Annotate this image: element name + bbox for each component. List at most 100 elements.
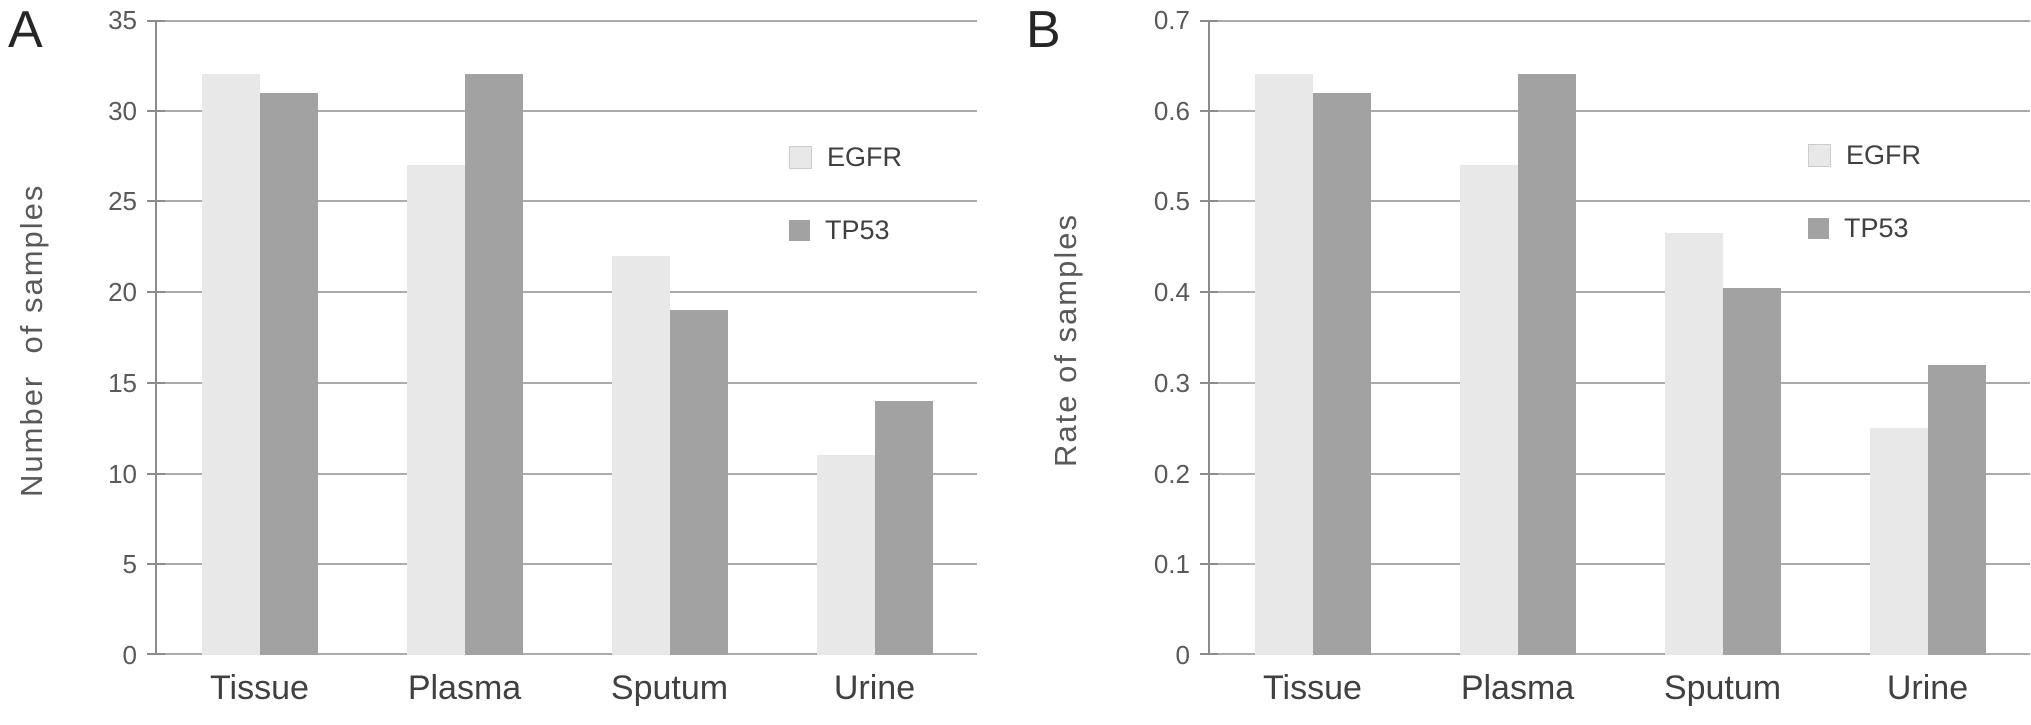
x-category-label: Sputum bbox=[610, 669, 729, 707]
y-tick-mark bbox=[1200, 563, 1218, 566]
gridline bbox=[157, 653, 977, 655]
bar-egfr-sputum bbox=[1664, 233, 1723, 655]
y-tick-mark bbox=[147, 563, 165, 566]
legend-label: EGFR bbox=[1846, 140, 1922, 170]
legend-swatch-egfr bbox=[1808, 144, 1831, 167]
gridline bbox=[157, 200, 977, 203]
y-tick-label: 0 bbox=[122, 640, 137, 670]
y-tick-label: 0.4 bbox=[1153, 277, 1190, 308]
category-group-tissue: Tissue bbox=[1210, 20, 1415, 707]
y-tick-label: 0 bbox=[1175, 640, 1190, 670]
y-tick-mark bbox=[1200, 381, 1218, 384]
gridline bbox=[157, 472, 977, 475]
legend-swatch-tp53 bbox=[1808, 218, 1829, 239]
category-group-plasma: Plasma bbox=[1415, 20, 1620, 707]
y-tick-label: 15 bbox=[108, 367, 137, 398]
x-category-label: Plasma bbox=[1460, 669, 1575, 707]
y-tick-label: 30 bbox=[108, 95, 137, 126]
panel-a-y-axis-title: Number of samples bbox=[14, 183, 49, 497]
category-group-tissue: Tissue bbox=[157, 20, 362, 707]
bar-tp53-tissue bbox=[259, 92, 318, 655]
gridline bbox=[157, 109, 977, 112]
y-tick-mark bbox=[147, 291, 165, 294]
x-category-label: Plasma bbox=[407, 669, 522, 707]
category-group-sputum: Sputum bbox=[567, 20, 772, 707]
gridline bbox=[157, 563, 977, 566]
bar-egfr-urine bbox=[1869, 428, 1928, 655]
y-tick-label: 0.7 bbox=[1153, 5, 1190, 35]
panel-b-plot-area: 0 0.1 0.2 0.3 0.4 0.5 0.6 0.7 Tissue Plasma Sputum… bbox=[1154, 7, 2030, 707]
legend-label: EGFR bbox=[827, 142, 903, 172]
legend-item-egfr: EGFR bbox=[789, 142, 902, 173]
x-category-label: Tissue bbox=[210, 669, 309, 707]
gridline bbox=[1210, 20, 2030, 22]
bar-egfr-plasma bbox=[406, 165, 465, 655]
y-tick-mark bbox=[1200, 200, 1218, 203]
bar-egfr-tissue bbox=[201, 74, 260, 655]
y-tick-mark bbox=[1200, 472, 1218, 475]
x-category-label: Tissue bbox=[1263, 669, 1362, 707]
category-group-urine: Urine bbox=[772, 20, 977, 707]
y-tick-mark bbox=[147, 109, 165, 112]
bar-groups: Tissue Plasma Sputum Urine bbox=[157, 20, 977, 707]
gridline bbox=[1210, 291, 2030, 294]
y-tick-label: 35 bbox=[108, 5, 137, 35]
y-tick-label: 0.3 bbox=[1153, 367, 1190, 398]
bar-groups: Tissue Plasma Sputum Urine bbox=[1210, 20, 2030, 707]
bar-egfr-urine bbox=[816, 455, 875, 655]
y-tick-mark bbox=[1200, 291, 1218, 294]
legend-item-egfr: EGFR bbox=[1808, 140, 1921, 171]
y-tick-mark bbox=[1200, 20, 1218, 22]
bar-tp53-sputum bbox=[669, 310, 728, 655]
legend-item-tp53: TP53 bbox=[789, 215, 902, 246]
x-category-label: Urine bbox=[1886, 669, 1969, 707]
y-tick-label: 0.5 bbox=[1153, 186, 1190, 217]
bar-tp53-urine bbox=[1927, 364, 1986, 655]
y-tick-label: 5 bbox=[122, 549, 137, 580]
bar-tp53-tissue bbox=[1312, 92, 1371, 655]
y-tick-mark bbox=[147, 472, 165, 475]
y-tick-label: 0.6 bbox=[1153, 95, 1190, 126]
y-tick-mark bbox=[147, 653, 165, 655]
bar-tp53-sputum bbox=[1722, 287, 1781, 655]
legend: EGFR TP53 bbox=[789, 142, 902, 246]
bar-tp53-plasma bbox=[464, 74, 523, 655]
y-tick-label: 20 bbox=[108, 277, 137, 308]
y-tick-mark bbox=[1200, 653, 1218, 655]
gridline bbox=[157, 20, 977, 22]
y-tick-mark bbox=[147, 381, 165, 384]
panel-b-letter: B bbox=[1026, 1, 1061, 59]
legend-label: TP53 bbox=[1844, 213, 1909, 243]
gridline bbox=[157, 381, 977, 384]
y-tick-label: 25 bbox=[108, 186, 137, 217]
bar-egfr-sputum bbox=[611, 255, 670, 655]
bar-egfr-tissue bbox=[1254, 74, 1313, 655]
gridline bbox=[1210, 109, 2030, 112]
legend: EGFR TP53 bbox=[1808, 140, 1921, 244]
bar-egfr-plasma bbox=[1459, 165, 1518, 655]
gridline bbox=[1210, 200, 2030, 203]
x-category-label: Urine bbox=[833, 669, 916, 707]
bar-tp53-urine bbox=[874, 401, 933, 655]
legend-swatch-egfr bbox=[789, 146, 812, 169]
category-group-plasma: Plasma bbox=[362, 20, 567, 707]
y-tick-label: 10 bbox=[108, 458, 137, 489]
category-group-urine: Urine bbox=[1825, 20, 2030, 707]
panel-a-plot-area: 0 5 10 15 20 25 30 35 Tissue Plasma Sputum Urine EGF… bbox=[108, 7, 977, 707]
y-tick-label: 0.2 bbox=[1153, 458, 1190, 489]
legend-swatch-tp53 bbox=[789, 220, 810, 241]
category-group-sputum: Sputum bbox=[1620, 20, 1825, 707]
gridline bbox=[1210, 472, 2030, 475]
gridline bbox=[1210, 381, 2030, 384]
y-tick-label: 0.1 bbox=[1153, 549, 1190, 580]
panel-b-y-axis-title: Rate of samples bbox=[1048, 213, 1083, 467]
legend-item-tp53: TP53 bbox=[1808, 213, 1921, 244]
gridline bbox=[1210, 653, 2030, 655]
gridline bbox=[1210, 563, 2030, 566]
y-tick-mark bbox=[147, 20, 165, 22]
x-category-label: Sputum bbox=[1663, 669, 1782, 707]
panel-a-letter: A bbox=[8, 1, 43, 59]
gridline bbox=[157, 291, 977, 294]
bar-tp53-plasma bbox=[1517, 74, 1576, 655]
